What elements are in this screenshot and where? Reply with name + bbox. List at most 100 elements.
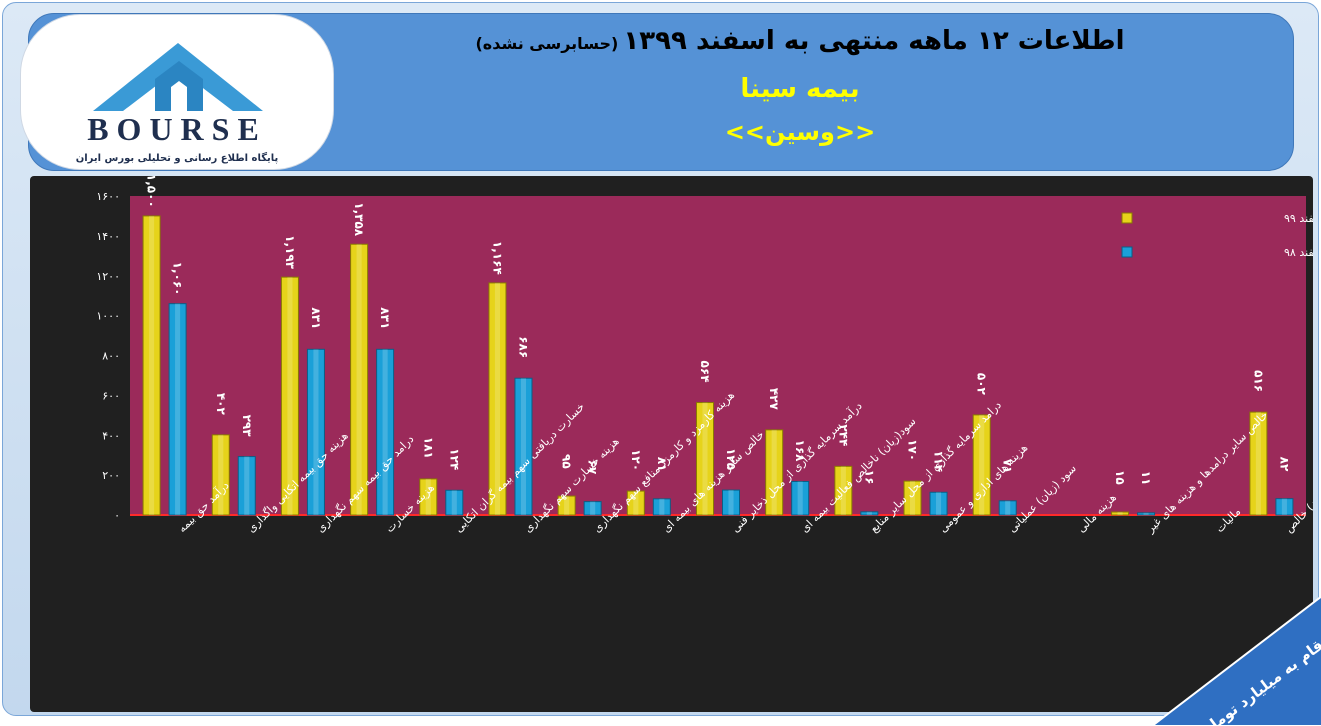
bar-previous: [1275, 498, 1294, 516]
data-label: ۸۳۱: [378, 307, 392, 329]
data-label: ۶۸۶: [516, 336, 530, 358]
bar-current: [557, 495, 576, 516]
bar-highlight: [633, 491, 639, 515]
data-label: ۱۱۴: [932, 450, 946, 472]
data-label: ۴۲۷: [767, 388, 781, 411]
bar-current: [626, 490, 645, 516]
bar-current: [1111, 511, 1130, 516]
bar-current: [765, 429, 784, 516]
data-label: ۲۹۳: [240, 415, 254, 438]
data-label: ۱,۳۵۸: [352, 202, 366, 237]
chart-area: ۰ ۲۰۰ ۴۰۰ ۶۰۰ ۸۰۰ ۱۰۰۰ ۱۲۰۰ ۱۴۰۰ ۱۶۰۰ ۱,۵۰۰ ۴۰۲ ۱,۱…: [30, 174, 1321, 712]
bar-current: [972, 414, 991, 516]
bar-current: [834, 465, 853, 516]
y-tick-label: ۱۲۰۰: [96, 270, 120, 283]
bar-highlight: [659, 498, 665, 515]
bar-previous: [652, 498, 671, 516]
bar-highlight: [590, 501, 596, 515]
logo-24-icon: [93, 43, 263, 111]
bar-highlight: [356, 244, 362, 515]
bar-highlight: [866, 511, 872, 515]
data-label: ۲۴۴: [836, 424, 850, 446]
data-label: ۸۱: [655, 457, 669, 472]
bar-current: [211, 434, 230, 516]
bar-highlight: [728, 490, 734, 515]
bar-highlight: [494, 282, 501, 515]
bar-highlight: [771, 429, 777, 515]
data-label: ۵۰۲: [975, 373, 989, 396]
bar-highlight: [702, 402, 708, 515]
data-label: ۱,۱۶۴: [490, 241, 504, 275]
data-label: ۱۷۰: [906, 439, 920, 461]
data-label: ۱,۰۶۰: [171, 262, 185, 296]
bar-highlight: [909, 481, 916, 515]
bar-highlight: [797, 481, 803, 515]
bar-previous: [722, 489, 740, 516]
data-label: ۶۷: [586, 460, 600, 475]
bar-highlight: [244, 456, 250, 515]
data-label: ۱۲۵: [724, 448, 738, 470]
bar-highlight: [175, 303, 181, 515]
bar-highlight: [1281, 498, 1287, 515]
ticker-symbol: <<وسین>>: [724, 118, 876, 146]
data-label: ۱۶۸: [793, 440, 807, 463]
bar-highlight: [1117, 512, 1123, 515]
bar-previous: [791, 481, 810, 516]
bar-highlight: [1255, 412, 1261, 515]
data-label: ۱,۱۹۳: [283, 235, 297, 270]
unit-badge: ارقام به میلیارد تومان: [1152, 596, 1321, 726]
y-tick-label: ۱۶۰۰: [96, 190, 120, 203]
bar-highlight: [313, 349, 319, 515]
y-tick-label: ۰: [114, 509, 120, 522]
data-label: ۴۰۲: [214, 393, 228, 416]
y-tick-label: ۶۰۰: [102, 389, 120, 402]
bar-highlight: [935, 492, 942, 515]
bar-highlight: [382, 349, 388, 515]
y-tick-label: ۸۰۰: [102, 350, 120, 363]
bar-highlight: [287, 277, 293, 515]
title-main: اطلاعات ۱۲ ماهه منتهی به اسفند ۱۳۹۹: [623, 26, 1125, 56]
company-name: بیمه سینا: [740, 74, 860, 104]
logo-tagline: پایگاه اطلاع رسانی و تحلیلی بورس ایران: [75, 153, 279, 164]
bar-highlight: [218, 434, 224, 515]
bar-current: [903, 480, 922, 516]
data-label: ۱۱: [1139, 471, 1153, 486]
legend-swatch: [1121, 246, 1133, 258]
bar-highlight: [451, 490, 457, 515]
data-label: ۱,۵۰۰: [145, 176, 159, 208]
bar-previous: [998, 500, 1017, 516]
y-tick-label: ۴۰۰: [102, 429, 120, 442]
page-title: اطلاعات ۱۲ ماهه منتهی به اسفند ۱۳۹۹ (حسا…: [330, 26, 1270, 56]
bar-previous: [929, 491, 948, 516]
bar-current: [142, 215, 161, 516]
data-label: ۹۵: [560, 454, 574, 469]
bar-previous: [306, 348, 325, 516]
bar-highlight: [1005, 500, 1011, 515]
bar-current: [1249, 411, 1268, 516]
data-label: ۱۵: [1113, 470, 1127, 485]
data-label: ۵۶۴: [698, 361, 712, 383]
bar-current: [488, 282, 507, 516]
data-label: ۱۶: [862, 470, 876, 485]
y-tick-label: ۱۴۰۰: [96, 230, 120, 243]
bar-highlight: [1143, 512, 1149, 515]
title-note: (حسابرسی نشده): [475, 34, 619, 53]
logo-word: BOURSE: [87, 111, 267, 147]
data-label: ۸۲: [1277, 457, 1291, 472]
bar-current: [419, 478, 438, 516]
bar-previous: [237, 456, 256, 516]
bar-previous: [583, 501, 602, 516]
plot-background: [130, 196, 1306, 515]
bar-previous: [1137, 512, 1156, 516]
bourse24-logo: BOURSE پایگاه اطلاع رسانی و تحلیلی بورس …: [20, 14, 334, 170]
data-label: ۸۳۱: [309, 307, 323, 329]
data-label: ۵۱۶: [1251, 370, 1265, 392]
data-label: ۱۲۰: [629, 449, 643, 471]
y-tick-label: ۱۰۰۰: [96, 310, 120, 323]
y-tick-label: ۲۰۰: [102, 469, 120, 482]
bar-previous: [445, 489, 464, 516]
bar-highlight: [149, 215, 155, 515]
bar-previous: [168, 303, 187, 516]
